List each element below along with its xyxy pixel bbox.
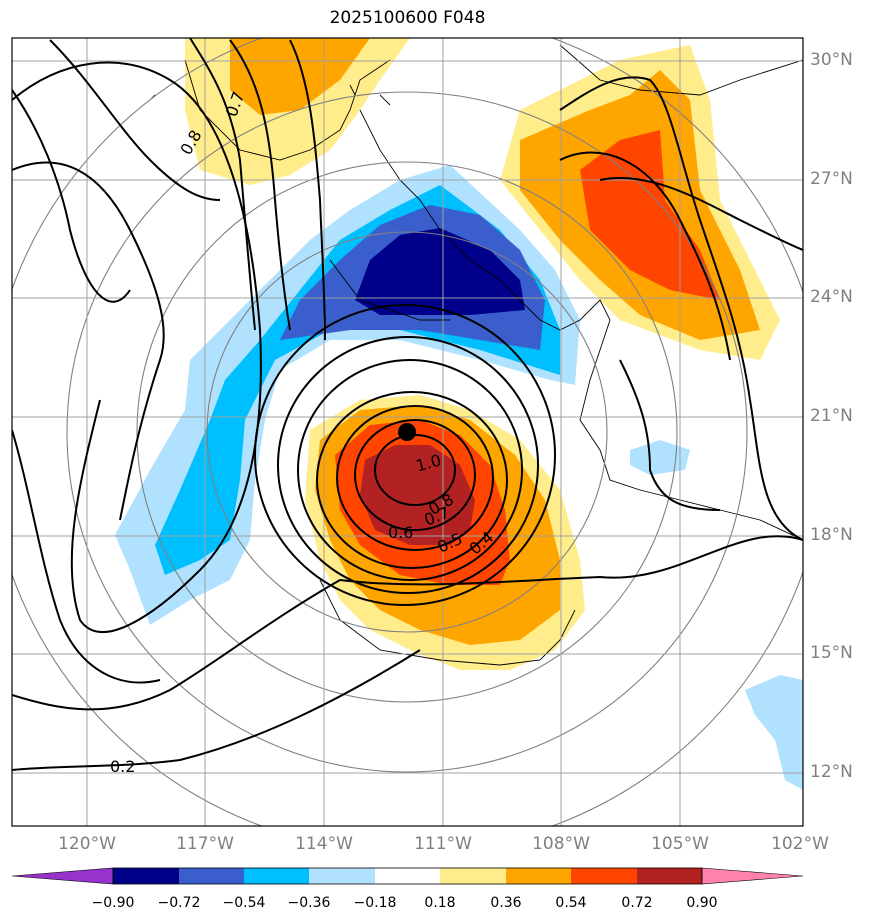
lon-label: 111°W (414, 834, 472, 854)
shade-north-orange (230, 38, 370, 115)
contour-north-1 (189, 38, 256, 331)
shade-small-blue (630, 440, 690, 475)
colorbar-seg-5 (375, 868, 440, 884)
contour-ne-3 (599, 177, 803, 251)
lat-label: 27°N (810, 169, 853, 189)
colorbar-extend-low (11, 867, 114, 885)
range-ring-2 (136, 161, 678, 703)
contour-ne-1 (559, 76, 803, 541)
contour-north-2 (229, 39, 291, 331)
colorbar-tick-label: 0.72 (621, 895, 653, 911)
lat-label: 30°N (810, 50, 853, 70)
coastline-mainland (359, 109, 803, 541)
shading-layer (115, 38, 803, 790)
lon-label: 120°W (58, 834, 116, 854)
contour-label: 0.2 (110, 757, 135, 776)
colorbar-seg-3 (244, 868, 309, 884)
colorbar-tick-label: −0.90 (91, 895, 135, 911)
colorbar-seg-8 (571, 868, 637, 884)
contour-inner-6 (277, 336, 539, 594)
colorbar-seg-2 (179, 868, 244, 884)
lat-label: 24°N (810, 287, 853, 307)
contour-inner-4 (316, 391, 508, 569)
contour-west-3 (49, 39, 221, 201)
lon-label: 117°W (176, 834, 234, 854)
lon-label: 108°W (532, 834, 590, 854)
storm-center-marker (398, 423, 416, 441)
colorbar-seg-1 (113, 868, 179, 884)
contour-west-2 (12, 161, 165, 521)
lon-label: 102°W (771, 834, 829, 854)
lon-label: 105°W (651, 834, 709, 854)
shade-se-blue (745, 675, 803, 790)
coastline-baja (184, 59, 391, 161)
contour-layer (12, 38, 803, 771)
colorbar-seg-4 (309, 868, 375, 884)
coastline-islands (329, 259, 450, 321)
colorbar-tick-label: −0.72 (157, 895, 201, 911)
range-rings (12, 38, 803, 826)
contour-west-5 (12, 429, 161, 684)
contour-label: 0.6 (388, 523, 413, 542)
contour-west-1 (12, 61, 262, 633)
map-frame (11, 37, 804, 827)
map-title: 2025100600 F048 (329, 8, 486, 28)
shade-dark-blue (355, 228, 525, 315)
colorbar-tick-label: 0.54 (555, 895, 587, 911)
colorbar-tick-label: −0.18 (353, 895, 397, 911)
shade-center-firebrick (360, 445, 475, 545)
colorbar-frame (112, 867, 703, 885)
contour-east-1 (619, 359, 721, 511)
gridlines (12, 38, 803, 826)
lat-label: 12°N (810, 762, 853, 782)
contour-inner-3 (336, 405, 494, 551)
colorbar-tick-label: 0.90 (686, 895, 718, 911)
contour-inner-5 (297, 359, 523, 581)
coastline-east (559, 44, 803, 96)
shade-ne-red (580, 130, 720, 300)
contour-west-4 (12, 89, 131, 303)
colorbar-extend-high (701, 867, 804, 885)
colorbar-tick-label: −0.36 (287, 895, 331, 911)
colorbar (11, 867, 804, 885)
colorbar-tick-label: 0.18 (424, 895, 456, 911)
contour-south-2 (12, 649, 421, 771)
colorbar-tick-label: 0.36 (490, 895, 522, 911)
contour-north-3 (289, 39, 326, 341)
contour-inner-7 (254, 304, 556, 606)
lat-label: 21°N (810, 406, 853, 426)
colorbar-tick-label: −0.54 (222, 895, 266, 911)
contour-ne-2 (559, 151, 731, 361)
contour-inner-2 (354, 419, 476, 531)
contour-south-1 (12, 535, 803, 711)
colorbar-seg-7 (506, 868, 571, 884)
colorbar-seg-6 (440, 868, 506, 884)
range-ring-1 (206, 231, 608, 633)
lat-label: 15°N (810, 643, 853, 663)
lat-label: 18°N (810, 525, 853, 545)
range-ring-3 (66, 91, 748, 773)
lon-label: 114°W (295, 834, 353, 854)
colorbar-seg-9 (637, 868, 702, 884)
coastline-south (319, 579, 576, 666)
